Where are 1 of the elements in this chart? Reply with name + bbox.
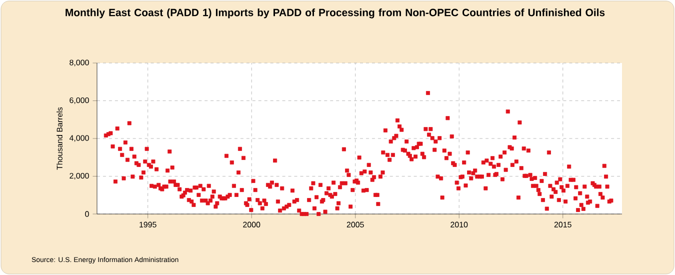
chart-title: Monthly East Coast (PADD 1) Imports by PADD of Processing from Non-OPEC Countries of Unfinished Oils	[66, 8, 605, 18]
